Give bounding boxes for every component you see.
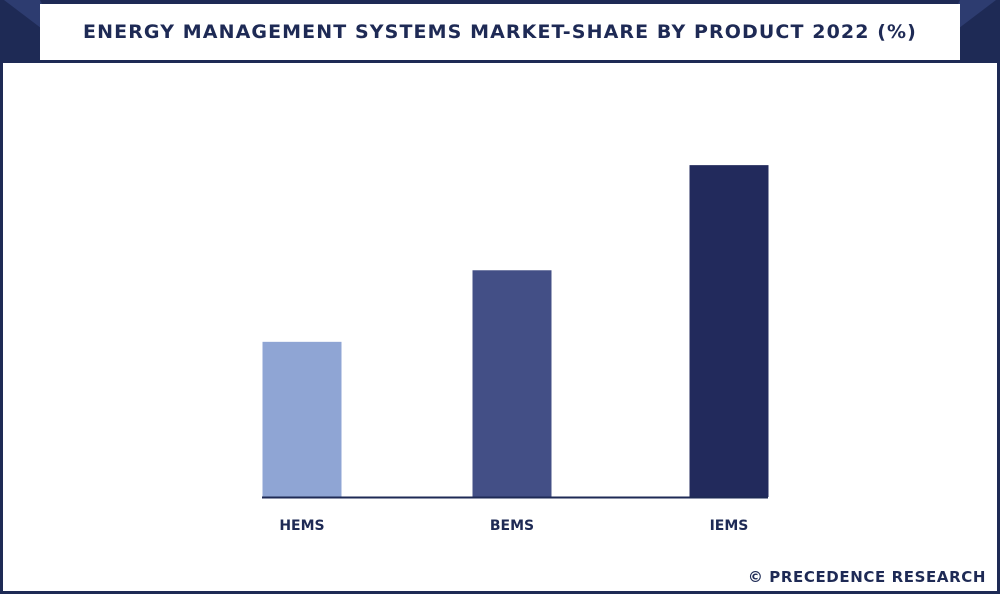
bar-hems	[262, 341, 342, 497]
bar-bems	[472, 270, 552, 497]
x-tick-label-hems: HEMS	[279, 518, 324, 534]
brand-watermark: © PRECEDENCE RESEARCH	[747, 568, 986, 586]
header-band: ENERGY MANAGEMENT SYSTEMS MARKET-SHARE B…	[0, 0, 1000, 63]
bar-iems	[689, 165, 769, 497]
x-tick-label-bems: BEMS	[490, 518, 534, 534]
title-box: ENERGY MANAGEMENT SYSTEMS MARKET-SHARE B…	[40, 4, 960, 60]
chart-title: ENERGY MANAGEMENT SYSTEMS MARKET-SHARE B…	[83, 21, 917, 43]
x-tick-label-iems: IEMS	[710, 518, 749, 534]
